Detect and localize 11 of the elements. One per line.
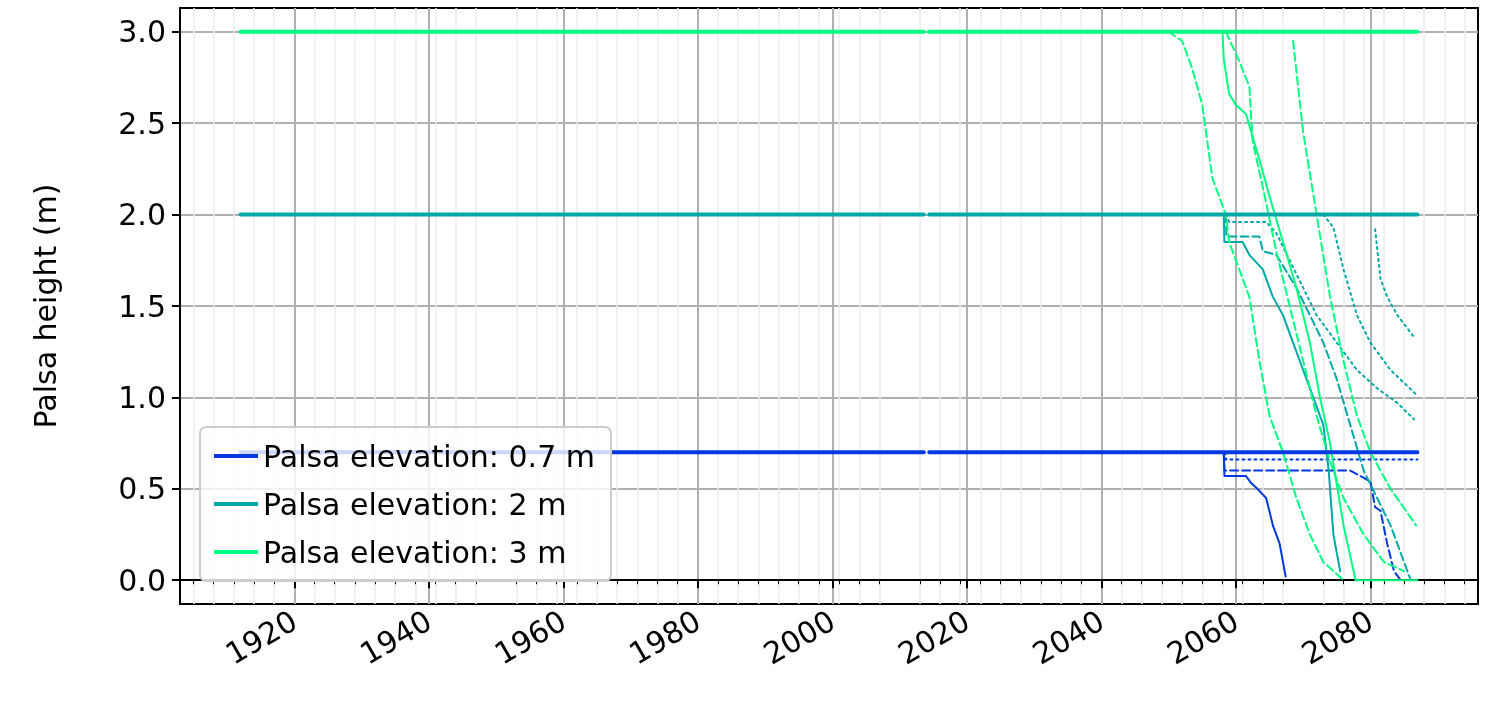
y-tick-label: 2.5: [118, 105, 166, 141]
y-tick-label: 3.0: [118, 14, 166, 50]
y-tick-label: 2.0: [118, 197, 166, 233]
y-tick-label: 0.5: [118, 471, 166, 507]
legend-label: Palsa elevation: 0.7 m: [263, 438, 595, 474]
y-tick-label: 1.5: [118, 288, 166, 324]
y-tick-label: 1.0: [118, 379, 166, 415]
y-tick-label: 0.0: [118, 562, 166, 598]
y-axis-title: Palsa height (m): [27, 183, 63, 429]
legend-label: Palsa elevation: 3 m: [263, 534, 567, 570]
legend-label: Palsa elevation: 2 m: [263, 486, 567, 522]
